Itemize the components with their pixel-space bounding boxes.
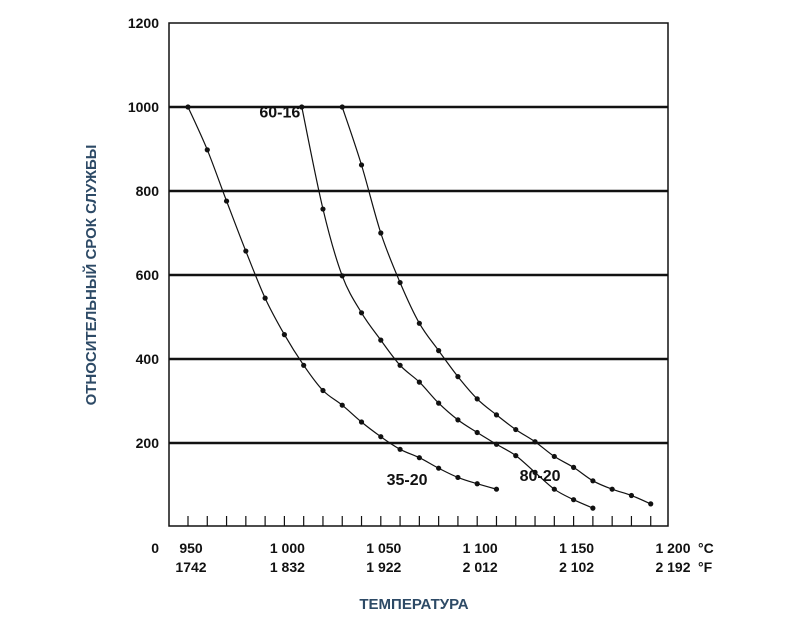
data-point-80-20-6 xyxy=(455,374,461,380)
x-tick-label-c-1150: 1 150 xyxy=(559,540,594,556)
y-tick-label-600: 600 xyxy=(136,267,160,283)
data-point-80-20-1 xyxy=(358,162,365,168)
series-line-35-20 xyxy=(187,106,497,490)
data-point-35-20-8 xyxy=(339,402,345,408)
data-point-60-16-8 xyxy=(455,417,461,423)
data-point-60-16-5 xyxy=(397,362,403,368)
x-tick-label-f-1150: 2 102 xyxy=(559,559,594,575)
data-point-35-20-0 xyxy=(185,104,191,110)
x-tick-label-f-1200: 2 192 xyxy=(655,559,690,575)
data-point-35-20-12 xyxy=(416,455,422,461)
data-point-35-20-4 xyxy=(262,295,268,301)
data-point-80-20-7 xyxy=(474,396,480,402)
data-point-80-20-15 xyxy=(628,492,635,499)
data-point-35-20-1 xyxy=(204,147,210,153)
x-tick-label-f-1050: 1 922 xyxy=(366,559,401,575)
data-point-60-16-13 xyxy=(551,486,557,492)
data-point-60-16-10 xyxy=(493,441,500,447)
y-axis-tick-labels: 0 200 400 600 800 1000 1200 xyxy=(128,15,159,556)
data-point-60-16-9 xyxy=(474,429,480,436)
x-tick-label-f-1000: 1 832 xyxy=(270,559,305,575)
data-point-60-16-12 xyxy=(532,469,538,475)
data-point-60-16-14 xyxy=(571,497,577,503)
data-point-35-20-11 xyxy=(397,446,403,452)
data-point-80-20-10 xyxy=(532,439,538,445)
data-point-35-20-5 xyxy=(281,332,287,338)
x-tick-label-c-1000: 1 000 xyxy=(270,540,305,556)
x-tick-label-c-1100: 1 100 xyxy=(463,540,498,556)
data-point-60-16-6 xyxy=(416,379,422,385)
data-point-80-20-2 xyxy=(378,230,384,236)
data-point-35-20-7 xyxy=(320,387,326,394)
data-point-80-20-14 xyxy=(609,486,615,492)
data-point-35-20-9 xyxy=(358,419,365,425)
data-point-80-20-11 xyxy=(551,453,557,460)
data-point-80-20-8 xyxy=(493,412,500,418)
x-tick-label-c-1050: 1 050 xyxy=(366,540,401,556)
y-tick-label-0: 0 xyxy=(151,540,159,556)
series-label-80-20: 80-20 xyxy=(520,468,561,485)
data-point-35-20-2 xyxy=(223,198,230,204)
data-point-35-20-16 xyxy=(493,486,500,492)
x-axis-tick-labels: 950 1742 1 000 1 832 1 050 1 922 1 100 2 012 1 1… xyxy=(175,540,690,575)
series-line-60-16 xyxy=(301,106,594,509)
y-tick-label-200: 200 xyxy=(136,435,160,451)
data-point-35-20-13 xyxy=(436,465,442,471)
data-point-35-20-10 xyxy=(378,434,384,440)
y-axis-title: ОТНОСИТЕЛЬНЫЙ СРОК СЛУЖБЫ xyxy=(82,145,100,406)
x-tick-label-c-950: 950 xyxy=(179,540,203,556)
x-tick-label-f-950: 1742 xyxy=(175,559,206,575)
y-tick-label-1200: 1200 xyxy=(128,15,159,31)
data-point-80-20-5 xyxy=(436,348,442,354)
y-tick-label-800: 800 xyxy=(136,183,160,199)
data-point-60-16-3 xyxy=(358,310,365,316)
data-point-80-20-16 xyxy=(648,501,654,507)
data-point-80-20-0 xyxy=(339,104,345,110)
data-point-35-20-15 xyxy=(474,481,480,487)
data-point-60-16-2 xyxy=(339,273,345,279)
series-group: 35-20 60-16 80-20 xyxy=(185,104,654,511)
x-axis-title: ТЕМПЕРАТУРА xyxy=(359,596,468,613)
x-tick-label-c-1200: 1 200 xyxy=(655,540,690,556)
data-point-60-16-1 xyxy=(320,206,326,212)
data-point-60-16-15 xyxy=(590,505,596,511)
data-point-80-20-13 xyxy=(590,478,596,484)
data-point-60-16-4 xyxy=(378,337,384,343)
data-point-60-16-0 xyxy=(299,104,305,110)
data-point-35-20-14 xyxy=(455,474,461,481)
data-point-60-16-7 xyxy=(436,400,442,406)
data-point-35-20-6 xyxy=(301,362,307,368)
data-point-35-20-3 xyxy=(243,248,249,254)
data-point-80-20-9 xyxy=(513,426,519,433)
gridlines xyxy=(169,105,668,445)
data-point-80-20-3 xyxy=(397,279,403,286)
x-axis-ticks xyxy=(187,516,652,526)
data-point-80-20-12 xyxy=(571,464,577,470)
x-unit-fahrenheit: °F xyxy=(698,559,713,575)
data-point-80-20-4 xyxy=(416,320,422,326)
y-tick-label-400: 400 xyxy=(136,351,160,367)
y-tick-label-1000: 1000 xyxy=(128,99,159,115)
series-label-35-20: 35-20 xyxy=(387,472,428,489)
data-point-60-16-11 xyxy=(513,453,519,459)
series-label-60-16: 60-16 xyxy=(259,105,300,122)
x-tick-label-f-1100: 2 012 xyxy=(463,559,498,575)
x-unit-celsius: °C xyxy=(698,540,714,556)
